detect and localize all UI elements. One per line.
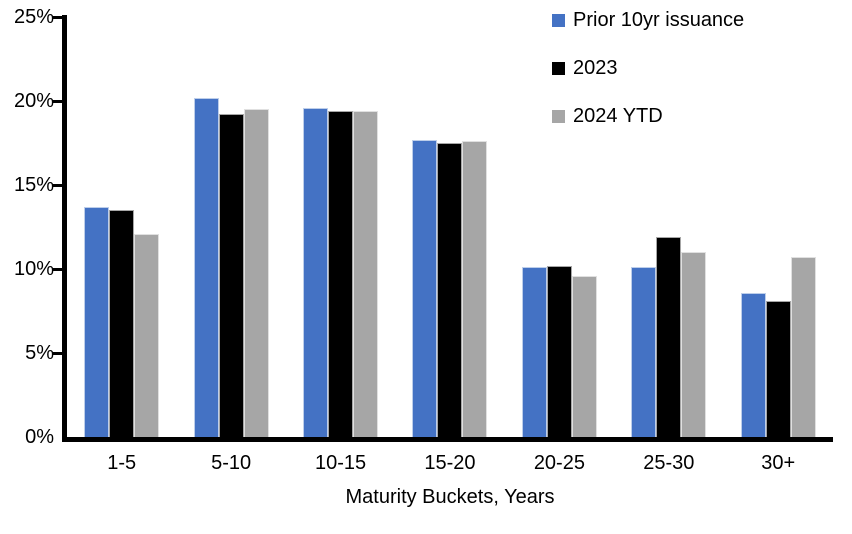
bar-prior-10yr-issuance (631, 267, 657, 437)
bar-2023 (546, 265, 572, 437)
legend-label: 2023 (573, 57, 618, 79)
legend-item-2024-ytd: 2024 YTD (552, 105, 744, 128)
legend-swatch-2024-ytd (552, 110, 565, 123)
y-axis-tick (52, 16, 63, 19)
bar-prior-10yr-issuance (193, 97, 219, 437)
bar-prior-10yr-issuance (740, 292, 766, 437)
x-axis-title: Maturity Buckets, Years (345, 486, 555, 508)
bar-2024-ytd (243, 109, 269, 437)
y-axis-tick (52, 100, 63, 103)
x-axis-label: 1-5 (107, 452, 137, 474)
bar-group (286, 17, 395, 437)
x-axis-line (62, 437, 833, 442)
legend-label: Prior 10yr issuance (573, 9, 745, 31)
bar-group (395, 17, 504, 437)
y-axis-label: 0% (25, 426, 54, 448)
bar-2024-ytd (353, 111, 379, 437)
bar-2023 (656, 237, 682, 437)
bar-2023 (765, 300, 791, 437)
legend-swatch-2023 (552, 62, 565, 75)
bar-2024-ytd (790, 257, 816, 437)
y-axis-line (62, 15, 67, 442)
bar-2024-ytd (681, 252, 707, 437)
legend-label: 2024 YTD (573, 105, 663, 127)
y-axis-tick (52, 268, 63, 271)
bar-group (614, 17, 723, 437)
y-axis-label: 10% (13, 258, 54, 280)
legend: Prior 10yr issuance 2023 2024 YTD (552, 9, 744, 153)
bar-prior-10yr-issuance (521, 267, 547, 437)
x-axis-label: 25-30 (643, 452, 695, 474)
x-axis-label: 10-15 (314, 452, 367, 474)
y-axis-label: 20% (13, 90, 54, 112)
bar-2024-ytd (134, 233, 160, 437)
bar-group (67, 17, 176, 437)
legend-item-prior-10yr-issuance: Prior 10yr issuance (552, 9, 744, 32)
y-axis-tick (52, 184, 63, 187)
bar-2024-ytd (571, 275, 597, 437)
x-axis-label: 20-25 (533, 452, 585, 474)
y-axis-label: 15% (13, 174, 54, 196)
legend-swatch-prior-10yr-issuance (552, 14, 565, 27)
bar-2023 (437, 143, 463, 437)
y-axis-label: 25% (13, 6, 54, 28)
bar-group (505, 17, 614, 437)
bar-prior-10yr-issuance (84, 206, 110, 437)
x-axis-labels: 1-5 5-10 10-15 15-20 20-25 25-30 30+ (67, 452, 833, 475)
y-axis-label: 5% (25, 342, 54, 364)
x-axis-label: 15-20 (424, 452, 476, 474)
bar-2023 (109, 210, 135, 437)
x-axis-label: 5-10 (211, 452, 252, 474)
x-axis-label: 30+ (761, 452, 796, 474)
y-axis-tick (52, 352, 63, 355)
bar-2024-ytd (462, 141, 488, 437)
bar-group (176, 17, 285, 437)
bar-group (724, 17, 833, 437)
bar-2023 (328, 111, 354, 437)
legend-item-2023: 2023 (552, 57, 744, 80)
bar-prior-10yr-issuance (412, 139, 438, 437)
bar-2023 (218, 114, 244, 437)
plot-area (67, 17, 833, 437)
bar-prior-10yr-issuance (303, 107, 329, 437)
